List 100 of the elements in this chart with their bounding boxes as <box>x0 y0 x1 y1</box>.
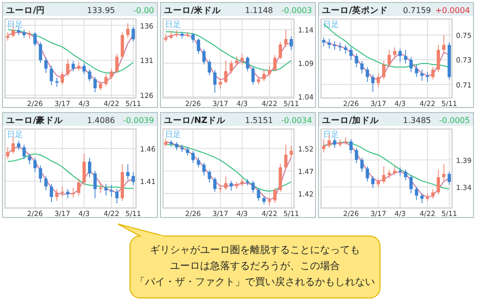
text: ギリシャがユーロ圏を離脱することになっても <box>150 244 360 256</box>
candlestick <box>224 60 228 84</box>
candlestick <box>448 171 451 186</box>
candlestick <box>55 77 58 88</box>
candlestick <box>28 153 32 165</box>
candlestick <box>33 32 37 47</box>
text: -0.00 <box>133 6 154 15</box>
candlestick <box>322 138 326 153</box>
text: +0.0004 <box>435 6 470 15</box>
candlestick <box>442 34 446 54</box>
candlestick <box>196 157 200 168</box>
candlestick <box>22 144 26 160</box>
candlestick <box>246 56 250 72</box>
chart-subtitle: 133.95 <box>87 6 115 15</box>
candlestick <box>420 192 424 204</box>
candlestick <box>110 68 114 80</box>
candlestick <box>278 41 282 60</box>
candlestick <box>414 64 418 78</box>
annotation: 日足 <box>7 20 23 29</box>
candlestick <box>60 71 64 86</box>
candlestick <box>72 187 75 198</box>
candlestick <box>366 66 370 82</box>
candlestick <box>235 56 238 66</box>
annotation: 日足 <box>7 130 23 139</box>
candlestick <box>230 180 233 192</box>
candlestick <box>273 54 277 72</box>
candlestick <box>333 138 336 148</box>
candlestick <box>72 60 75 72</box>
candlestick <box>202 162 206 176</box>
candlestick <box>208 59 212 76</box>
chart-subtitle: 1.1148 <box>245 6 273 15</box>
candlestick <box>414 186 418 200</box>
candlestick <box>120 32 124 59</box>
candlestick <box>175 30 178 38</box>
chart-subtitle: 1.4086 <box>87 116 115 125</box>
candlestick <box>376 72 380 88</box>
chart-title: ユーロ/米ドル <box>164 5 222 16</box>
candlestick <box>38 165 42 183</box>
candlestick <box>218 78 222 90</box>
candlestick <box>382 60 386 80</box>
chart-title: ユーロ/加ドル <box>322 115 380 126</box>
annotation: 日足 <box>165 130 181 139</box>
annotation: 日足 <box>165 20 181 29</box>
candlestick <box>66 188 70 199</box>
candlestick <box>240 178 244 187</box>
candlestick <box>284 29 288 48</box>
candlestick <box>17 140 20 150</box>
candlestick <box>371 176 374 188</box>
candlestick <box>77 61 80 72</box>
candlestick <box>382 166 386 184</box>
chart-title: ユーロ/円 <box>6 5 46 16</box>
candlestick <box>55 188 58 202</box>
candlestick <box>50 183 54 203</box>
candlestick <box>230 60 233 74</box>
annotation: 日足 <box>323 20 339 29</box>
candlestick <box>115 54 119 74</box>
candlestick <box>12 26 15 38</box>
candlestick <box>268 65 272 77</box>
candlestick <box>191 32 195 43</box>
candlestick <box>436 169 440 195</box>
candlestick <box>360 157 364 172</box>
candlestick <box>371 74 374 92</box>
candlestick <box>284 144 288 170</box>
candlestick <box>202 48 206 65</box>
candlestick <box>115 188 119 204</box>
candlestick <box>328 38 331 50</box>
candlestick <box>256 188 260 202</box>
chart-subtitle: 0.7159 <box>403 6 431 15</box>
candlestick <box>393 46 396 59</box>
candlestick <box>409 174 413 194</box>
candlestick <box>213 176 216 192</box>
candlestick <box>354 148 358 164</box>
text: -0.0039 <box>123 116 154 125</box>
candlestick <box>349 138 353 154</box>
candlestick <box>6 146 10 160</box>
candlestick <box>132 172 135 186</box>
candlestick <box>132 26 135 42</box>
candlestick <box>290 145 293 158</box>
candlestick <box>50 65 54 86</box>
candlestick <box>442 164 446 181</box>
candlestick <box>404 169 408 181</box>
candlestick <box>126 164 130 180</box>
candlestick <box>338 42 342 52</box>
candlestick <box>251 66 255 86</box>
chart-subtitle: 1.3485 <box>403 116 431 125</box>
candlestick <box>93 170 97 199</box>
text: -0.0034 <box>281 116 312 125</box>
candlestick <box>388 49 391 68</box>
candlestick <box>213 69 216 94</box>
line-series <box>165 141 292 200</box>
candlestick <box>273 188 277 203</box>
candlestick <box>60 186 64 198</box>
text: 「バイ・ザ・ファクト」で買い戻されるかもしれない <box>135 276 375 288</box>
text: ユーロは急落するだろうが、この場合 <box>170 260 340 272</box>
candlestick <box>44 57 48 74</box>
candlestick <box>104 74 108 87</box>
candlestick <box>431 66 435 80</box>
candlestick <box>12 136 15 154</box>
chart-subtitle: 1.5151 <box>245 116 273 125</box>
candlestick <box>398 48 402 63</box>
